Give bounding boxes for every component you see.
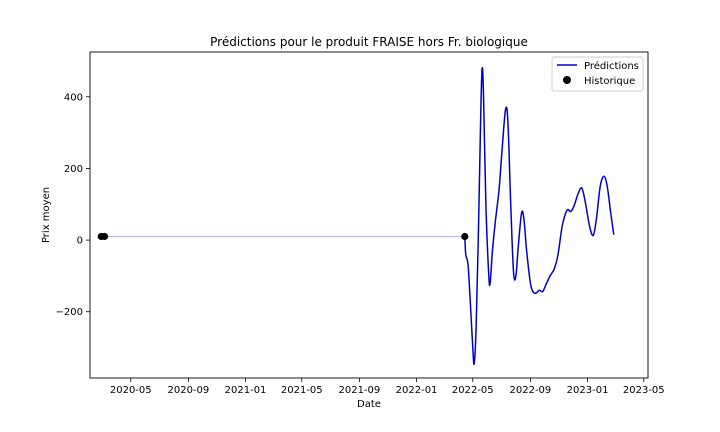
x-tick-label: 2023-05	[623, 385, 665, 396]
x-tick-label: 2023-01	[567, 385, 609, 396]
x-tick-label: 2022-05	[452, 385, 494, 396]
x-axis: 2020-05 2020-09 2021-01 2021-05 2021-09 2022-…	[110, 378, 665, 396]
x-tick-label: 2022-01	[396, 385, 438, 396]
y-axis: −200 0 200 400	[56, 92, 90, 318]
x-tick-label: 2021-01	[225, 385, 267, 396]
series-line-predictions	[464, 66, 615, 365]
legend-label-predictions: Prédictions	[584, 60, 639, 72]
historique-point	[461, 232, 469, 241]
x-tick-label: 2022-09	[510, 385, 552, 396]
chart-title: Prédictions pour le produit FRAISE hors …	[210, 35, 528, 49]
x-tick-label: 2021-05	[281, 385, 323, 396]
plot-frame	[89, 51, 649, 379]
y-tick-label: 400	[64, 92, 83, 103]
plot-area	[97, 66, 615, 365]
x-axis-label: Date	[357, 399, 381, 410]
x-tick-label: 2021-09	[338, 385, 380, 396]
y-tick-label: −200	[56, 307, 83, 318]
x-tick-label: 2020-09	[167, 385, 209, 396]
legend-marker-historique	[563, 76, 571, 84]
historique-point	[100, 232, 109, 241]
y-axis-label: Prix moyen	[41, 187, 52, 243]
y-tick-label: 200	[64, 164, 83, 175]
legend: Prédictions Historique	[551, 56, 644, 92]
y-tick-label: 0	[77, 236, 83, 247]
legend-label-historique: Historique	[584, 76, 635, 87]
x-tick-label: 2020-05	[110, 385, 152, 396]
